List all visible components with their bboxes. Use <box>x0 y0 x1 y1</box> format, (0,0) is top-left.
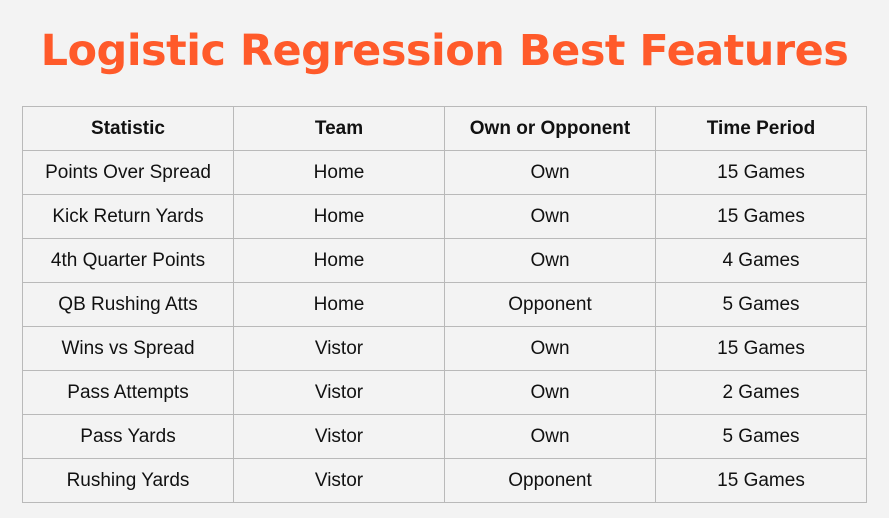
table-header-row: Statistic Team Own or Opponent Time Peri… <box>22 106 867 151</box>
cell-team: Home <box>233 194 445 239</box>
cell-team: Vistor <box>233 326 445 371</box>
cell-team: Home <box>233 150 445 195</box>
cell-own-or-opponent: Opponent <box>444 458 656 503</box>
column-header-own-or-opponent: Own or Opponent <box>444 106 656 151</box>
cell-team: Home <box>233 238 445 283</box>
cell-own-or-opponent: Own <box>444 370 656 415</box>
column-header-team: Team <box>233 106 445 151</box>
cell-statistic: QB Rushing Atts <box>22 282 234 327</box>
table-row: Pass Attempts Vistor Own 2 Games <box>22 370 867 415</box>
column-header-time-period: Time Period <box>655 106 867 151</box>
table-row: Points Over Spread Home Own 15 Games <box>22 150 867 195</box>
cell-statistic: Points Over Spread <box>22 150 234 195</box>
cell-time-period: 2 Games <box>655 370 867 415</box>
cell-time-period: 15 Games <box>655 458 867 503</box>
page-title: Logistic Regression Best Features <box>40 26 849 76</box>
cell-team: Vistor <box>233 370 445 415</box>
cell-own-or-opponent: Own <box>444 150 656 195</box>
cell-time-period: 5 Games <box>655 414 867 459</box>
cell-time-period: 15 Games <box>655 326 867 371</box>
cell-team: Home <box>233 282 445 327</box>
column-header-statistic: Statistic <box>22 106 234 151</box>
cell-time-period: 15 Games <box>655 194 867 239</box>
cell-own-or-opponent: Opponent <box>444 282 656 327</box>
cell-statistic: Wins vs Spread <box>22 326 234 371</box>
cell-time-period: 15 Games <box>655 150 867 195</box>
cell-statistic: Pass Attempts <box>22 370 234 415</box>
cell-statistic: Pass Yards <box>22 414 234 459</box>
cell-team: Vistor <box>233 414 445 459</box>
table-row: Pass Yards Vistor Own 5 Games <box>22 414 867 459</box>
table-row: 4th Quarter Points Home Own 4 Games <box>22 238 867 283</box>
cell-time-period: 4 Games <box>655 238 867 283</box>
cell-own-or-opponent: Own <box>444 414 656 459</box>
cell-own-or-opponent: Own <box>444 326 656 371</box>
cell-own-or-opponent: Own <box>444 238 656 283</box>
cell-team: Vistor <box>233 458 445 503</box>
cell-time-period: 5 Games <box>655 282 867 327</box>
table-row: Rushing Yards Vistor Opponent 15 Games <box>22 458 867 503</box>
table-row: Kick Return Yards Home Own 15 Games <box>22 194 867 239</box>
table-row: Wins vs Spread Vistor Own 15 Games <box>22 326 867 371</box>
cell-statistic: Rushing Yards <box>22 458 234 503</box>
features-table: Statistic Team Own or Opponent Time Peri… <box>22 106 867 503</box>
cell-statistic: Kick Return Yards <box>22 194 234 239</box>
cell-own-or-opponent: Own <box>444 194 656 239</box>
cell-statistic: 4th Quarter Points <box>22 238 234 283</box>
table-row: QB Rushing Atts Home Opponent 5 Games <box>22 282 867 327</box>
